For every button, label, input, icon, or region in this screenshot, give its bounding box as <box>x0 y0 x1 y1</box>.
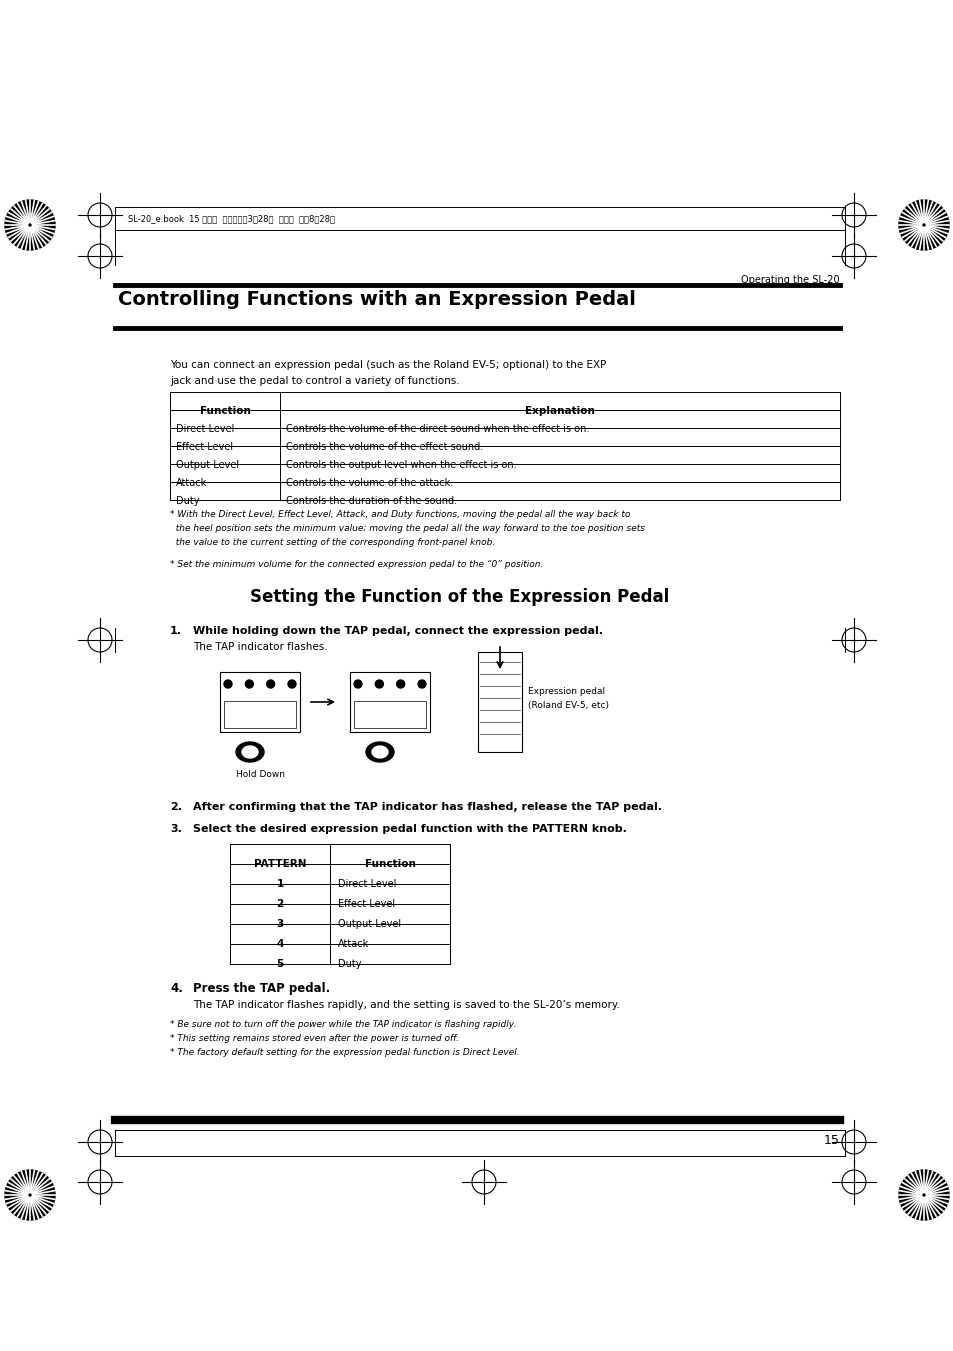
Text: * This setting remains stored even after the power is turned off.: * This setting remains stored even after… <box>170 1034 458 1043</box>
Text: Controls the duration of the sound.: Controls the duration of the sound. <box>286 496 456 507</box>
Circle shape <box>354 680 361 688</box>
Ellipse shape <box>242 746 257 758</box>
Text: 1: 1 <box>276 880 283 889</box>
Circle shape <box>28 1193 32 1197</box>
Circle shape <box>898 200 948 250</box>
Text: Explanation: Explanation <box>524 407 595 416</box>
Text: Effect Level: Effect Level <box>337 898 395 909</box>
Circle shape <box>921 223 925 227</box>
Text: 3: 3 <box>276 919 283 929</box>
Text: (Roland EV-5, etc): (Roland EV-5, etc) <box>527 701 608 711</box>
Text: PATTERN: PATTERN <box>253 859 306 869</box>
Text: Controls the volume of the direct sound when the effect is on.: Controls the volume of the direct sound … <box>286 424 589 434</box>
Text: 4: 4 <box>276 939 283 948</box>
Text: 1.: 1. <box>170 626 182 636</box>
Circle shape <box>898 1170 948 1220</box>
Text: The TAP indicator flashes.: The TAP indicator flashes. <box>193 642 327 653</box>
Text: Attack: Attack <box>337 939 369 948</box>
Circle shape <box>921 1193 925 1197</box>
Text: 5: 5 <box>276 959 283 969</box>
Text: Attack: Attack <box>175 478 207 488</box>
Circle shape <box>5 1170 55 1220</box>
Ellipse shape <box>235 742 264 762</box>
Bar <box>350 671 430 732</box>
Circle shape <box>224 680 232 688</box>
Circle shape <box>923 224 924 226</box>
Ellipse shape <box>366 742 394 762</box>
Circle shape <box>923 1194 924 1196</box>
Text: Expression pedal: Expression pedal <box>527 688 604 696</box>
Circle shape <box>417 680 426 688</box>
Text: Controls the volume of the attack.: Controls the volume of the attack. <box>286 478 453 488</box>
Text: * The factory default setting for the expression pedal function is Direct Level.: * The factory default setting for the ex… <box>170 1048 519 1056</box>
Text: 4.: 4. <box>170 982 183 994</box>
Text: * Set the minimum volume for the connected expression pedal to the “0” position.: * Set the minimum volume for the connect… <box>170 561 543 569</box>
Circle shape <box>375 680 383 688</box>
Text: Function: Function <box>199 407 251 416</box>
Text: Select the desired expression pedal function with the PATTERN knob.: Select the desired expression pedal func… <box>193 824 626 834</box>
Text: 2.: 2. <box>170 802 182 812</box>
Text: SL-20_e.book  15 ページ  ２００８年3月28日  金曜日  午前8時28分: SL-20_e.book 15 ページ ２００８年3月28日 金曜日 午前8時2… <box>128 215 335 223</box>
Circle shape <box>5 200 55 250</box>
Text: * Be sure not to turn off the power while the TAP indicator is flashing rapidly.: * Be sure not to turn off the power whil… <box>170 1020 516 1029</box>
Text: Effect Level: Effect Level <box>175 442 233 453</box>
Bar <box>354 701 426 728</box>
Text: You can connect an expression pedal (such as the Roland EV-5; optional) to the E: You can connect an expression pedal (suc… <box>170 359 606 370</box>
Text: Setting the Function of the Expression Pedal: Setting the Function of the Expression P… <box>250 588 669 607</box>
Circle shape <box>288 680 295 688</box>
Text: 15: 15 <box>823 1133 840 1147</box>
Text: Controlling Functions with an Expression Pedal: Controlling Functions with an Expression… <box>118 290 636 309</box>
Text: Hold Down: Hold Down <box>235 770 285 780</box>
Text: jack and use the pedal to control a variety of functions.: jack and use the pedal to control a vari… <box>170 376 459 386</box>
Text: the heel position sets the minimum value; moving the pedal all the way forward t: the heel position sets the minimum value… <box>170 524 644 534</box>
Text: the value to the current setting of the corresponding front-panel knob.: the value to the current setting of the … <box>170 538 495 547</box>
Text: Press the TAP pedal.: Press the TAP pedal. <box>193 982 330 994</box>
Text: Direct Level: Direct Level <box>175 424 234 434</box>
Circle shape <box>267 680 274 688</box>
Circle shape <box>28 223 32 227</box>
Bar <box>220 671 299 732</box>
Text: Duty: Duty <box>337 959 361 969</box>
Circle shape <box>29 224 30 226</box>
Text: Duty: Duty <box>175 496 199 507</box>
Circle shape <box>29 1194 30 1196</box>
Text: Output Level: Output Level <box>337 919 400 929</box>
Text: Controls the output level when the effect is on.: Controls the output level when the effec… <box>286 459 517 470</box>
Text: Controls the volume of the effect sound.: Controls the volume of the effect sound. <box>286 442 483 453</box>
Text: Function: Function <box>364 859 415 869</box>
Bar <box>224 701 295 728</box>
Bar <box>477 653 521 753</box>
Text: * With the Direct Level, Effect Level, Attack, and Duty functions, moving the pe: * With the Direct Level, Effect Level, A… <box>170 509 630 519</box>
Text: Output Level: Output Level <box>175 459 239 470</box>
Text: While holding down the TAP pedal, connect the expression pedal.: While holding down the TAP pedal, connec… <box>193 626 602 636</box>
Circle shape <box>396 680 404 688</box>
Text: 2: 2 <box>276 898 283 909</box>
Text: After confirming that the TAP indicator has flashed, release the TAP pedal.: After confirming that the TAP indicator … <box>193 802 661 812</box>
Text: The TAP indicator flashes rapidly, and the setting is saved to the SL-20’s memor: The TAP indicator flashes rapidly, and t… <box>193 1000 619 1011</box>
Circle shape <box>245 680 253 688</box>
Text: Direct Level: Direct Level <box>337 880 395 889</box>
Ellipse shape <box>372 746 388 758</box>
Text: Operating the SL-20: Operating the SL-20 <box>740 276 840 285</box>
Text: 3.: 3. <box>170 824 182 834</box>
